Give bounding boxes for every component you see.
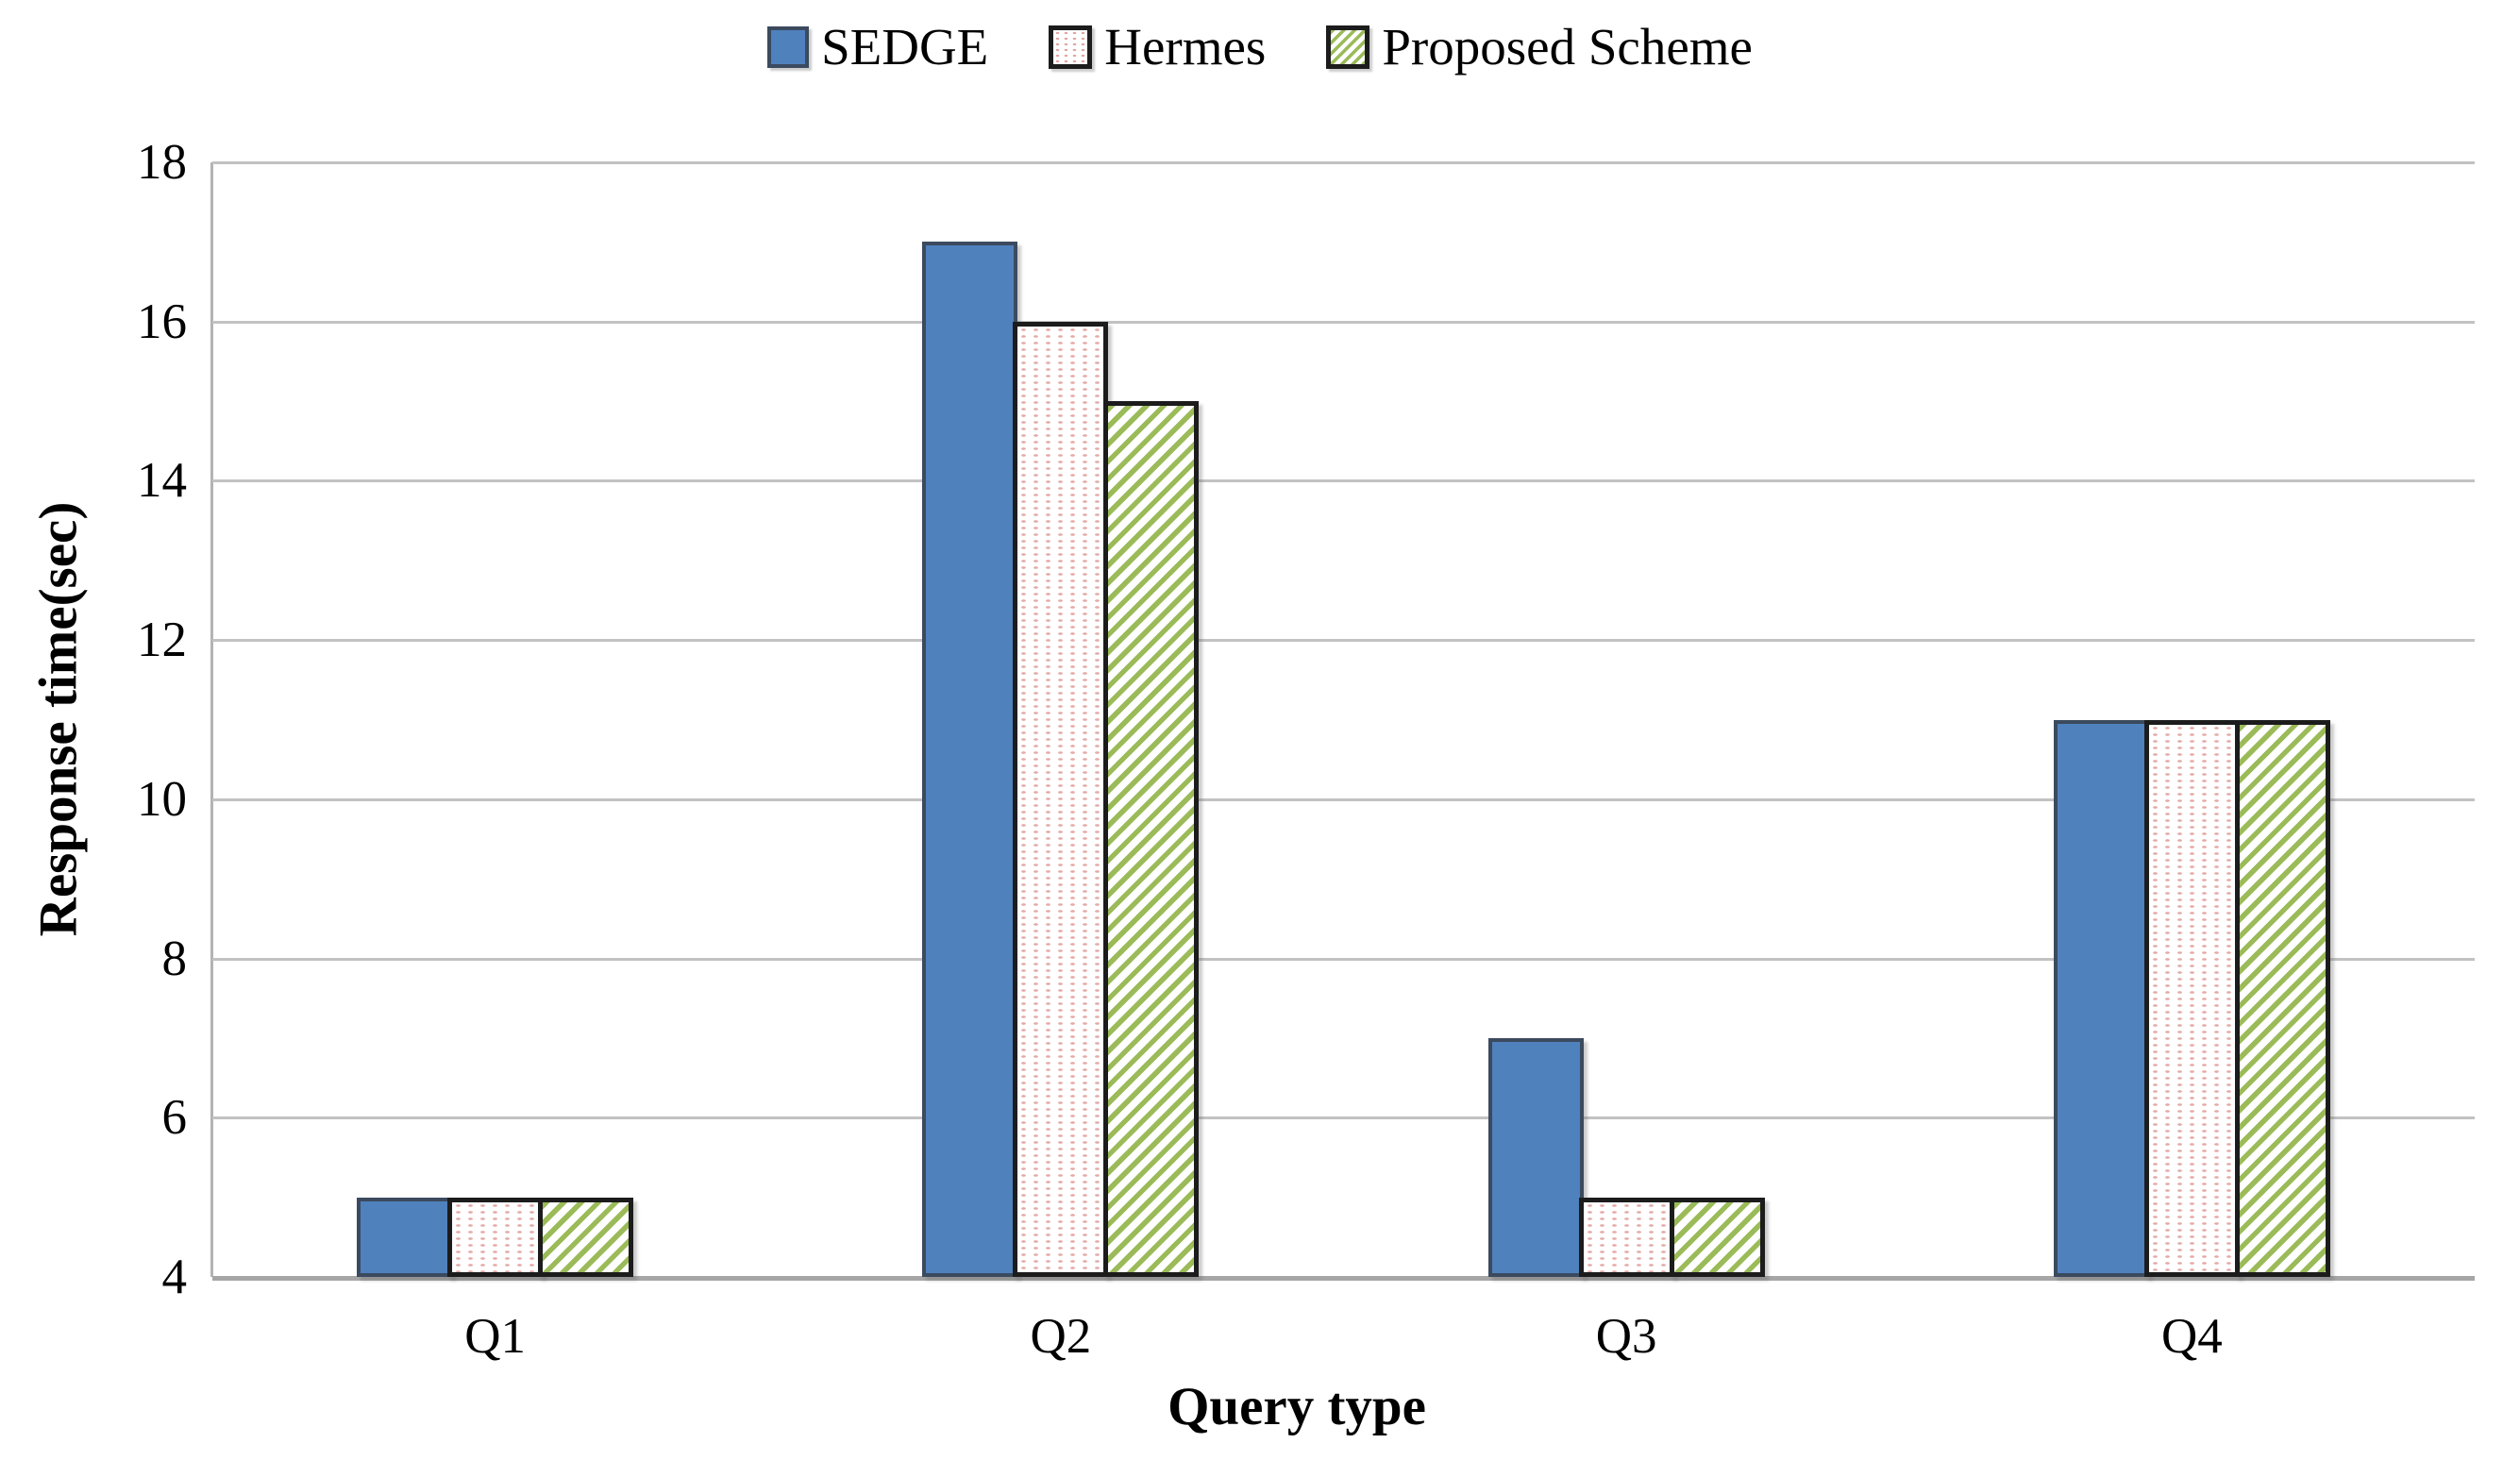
gridline-y-14: [212, 479, 2475, 483]
bar-sedge-q4: [2053, 719, 2149, 1277]
gridline-y-8: [212, 957, 2475, 961]
gridline-y-16: [212, 320, 2475, 324]
legend-item-proposed-scheme: Proposed Scheme: [1326, 21, 1753, 73]
y-tick-label-4: 4: [161, 1250, 188, 1304]
x-tick-label-q2: Q2: [1030, 1309, 1092, 1364]
y-axis-line: [210, 162, 213, 1277]
x-tick-label-q3: Q3: [1595, 1309, 1657, 1364]
legend-label-proposed-scheme: Proposed Scheme: [1382, 18, 1753, 76]
bar-hermes-q2: [1013, 321, 1109, 1277]
hermes-dotted-swatch-icon: [1049, 25, 1093, 69]
x-axis-title: Query type: [1168, 1377, 1426, 1436]
y-axis-title: Response time(sec): [28, 501, 89, 937]
y-tick-label-8: 8: [161, 931, 188, 986]
x-tick-label-q1: Q1: [464, 1309, 527, 1364]
legend-label-sedge: SEDGE: [821, 18, 989, 76]
bar-proposed-scheme-q2: [1103, 401, 1200, 1277]
bar-proposed-scheme-q3: [1669, 1197, 1765, 1277]
legend-label-hermes: Hermes: [1104, 18, 1267, 76]
proposed-scheme-hatched-swatch-icon: [1326, 25, 1370, 69]
y-tick-label-14: 14: [137, 453, 187, 509]
bar-sedge-q2: [922, 242, 1018, 1277]
bar-hermes-q1: [447, 1197, 544, 1277]
chart-legend: SEDGE Hermes Proposed Scheme: [0, 21, 2520, 73]
bar-sedge-q1: [357, 1197, 453, 1277]
y-tick-label-10: 10: [137, 771, 187, 827]
y-tick-label-16: 16: [137, 294, 187, 349]
gridline-y-18: [212, 161, 2475, 164]
bar-proposed-scheme-q4: [2234, 719, 2330, 1277]
y-tick-label-18: 18: [137, 135, 187, 190]
bar-sedge-q3: [1487, 1037, 1584, 1277]
bar-hermes-q3: [1578, 1197, 1674, 1277]
plot-area: [210, 161, 2475, 1281]
x-axis-line: [212, 1276, 2475, 1281]
y-tick-label-6: 6: [161, 1090, 188, 1146]
x-tick-label-q4: Q4: [2160, 1309, 2223, 1364]
sedge-solid-swatch-icon: [767, 25, 810, 68]
gridline-y-6: [212, 1116, 2475, 1120]
gridline-y-12: [212, 639, 2475, 643]
bar-proposed-scheme-q1: [538, 1197, 634, 1277]
y-tick-label-12: 12: [137, 613, 187, 668]
legend-item-hermes: Hermes: [1049, 21, 1266, 73]
legend-item-sedge: SEDGE: [767, 21, 988, 73]
bar-hermes-q4: [2143, 719, 2240, 1277]
gridline-y-10: [212, 797, 2475, 801]
